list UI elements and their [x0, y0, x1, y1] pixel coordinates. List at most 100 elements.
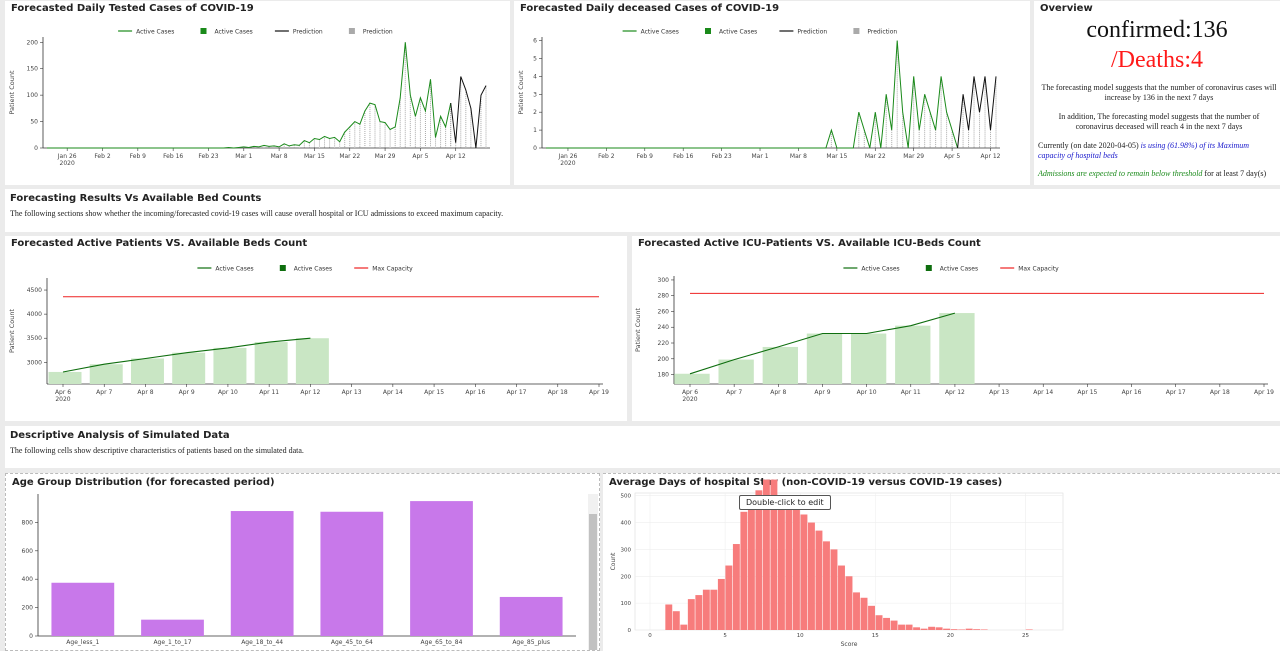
active-bar-0 — [48, 371, 82, 384]
active-bar-4 — [213, 347, 247, 384]
x-tick-label-9: Apr 15 — [1077, 389, 1097, 396]
x-tick-label-8: Apr 14 — [1033, 389, 1053, 396]
stay-chart[interactable]: 0 100 200 300 400 500 0 5 10 15 20 25 Score Count — [603, 474, 1280, 651]
histogram-bar-21 — [823, 541, 830, 630]
histogram-bar-41 — [973, 629, 981, 630]
y-tick-label-6: 300 — [658, 277, 670, 284]
icu-title: Forecasted Active ICU-Patients VS. Avail… — [638, 238, 981, 249]
x-tick-label-10: Apr 5 — [412, 153, 428, 160]
histogram-bar-25 — [853, 592, 860, 630]
legend-label-2: Prediction — [293, 29, 323, 36]
x-tick-label-0: Jan 26 — [57, 153, 77, 160]
x-tick-label-6: Mar 8 — [271, 153, 288, 160]
x-tick-label-2: Feb 9 — [637, 153, 654, 160]
legend-label-2: Max Capacity — [1018, 266, 1059, 273]
stay-panel: Average Days of hospital Stay (non-COVID… — [603, 473, 1280, 651]
x-tick-label-5: 25 — [1022, 633, 1029, 639]
legend-label-3: Prediction — [867, 29, 897, 36]
histogram-bar-38 — [950, 629, 958, 630]
y-tick-label-2: 4000 — [27, 311, 42, 318]
active-bar-4 — [850, 333, 887, 384]
histogram-bar-42 — [980, 629, 988, 630]
age-category-label-0: Age_less_1 — [66, 639, 99, 646]
y-axis-title: Patient Count — [634, 308, 642, 352]
x-tick-label-0: 0 — [648, 633, 652, 639]
age-bar-4 — [410, 501, 473, 636]
age-bar-2 — [230, 511, 294, 636]
x-tick-label-7: Mar 15 — [826, 153, 847, 160]
x-tick-label-12: Apr 18 — [548, 389, 568, 396]
y-axis-title: Patient Count — [8, 70, 16, 114]
legend-label-0: Active Cases — [861, 266, 899, 273]
y-tick-label-6: 6 — [533, 38, 537, 45]
legend-swatch-1 — [279, 265, 286, 271]
histogram-bar-48 — [1025, 629, 1033, 630]
histogram-bar-9 — [732, 544, 740, 630]
x-tick-label-1: Apr 7 — [726, 389, 742, 396]
stay-title: Average Days of hospital Stay (non-COVID… — [609, 477, 1003, 488]
legend-label-0: Active Cases — [215, 266, 253, 273]
histogram-bar-27 — [868, 605, 875, 630]
y-tick-label-1: 3500 — [27, 335, 42, 342]
y-tick-label-0: 0 — [29, 633, 33, 640]
active-bar-6 — [295, 338, 329, 384]
legend-label-2: Prediction — [797, 29, 827, 36]
age-scrollbar[interactable] — [588, 494, 598, 650]
x-tick-label-3: Apr 9 — [814, 389, 830, 396]
y-tick-label-0: 3000 — [27, 359, 42, 366]
y-tick-label-4: 800 — [22, 519, 34, 526]
y-tick-label-5: 5 — [533, 55, 537, 62]
age-scrollbar-thumb[interactable] — [589, 514, 597, 650]
y-tick-label-3: 300 — [621, 547, 632, 553]
legend-swatch-1 — [705, 28, 711, 34]
age-chart[interactable]: 0 200 400 600 800 Age_less_1 Age_1_to_17 Age_18… — [6, 474, 586, 651]
x-tick-label-10: Apr 16 — [465, 389, 485, 396]
legend-label-1: Active Cases — [719, 29, 757, 36]
legend-label-0: Active Cases — [136, 29, 174, 36]
y-tick-label-5: 280 — [658, 293, 670, 300]
beds-panel: Forecasted Active Patients VS. Available… — [5, 236, 627, 421]
legend-label-3: Prediction — [363, 29, 393, 36]
x-axis-title: Score — [841, 641, 858, 648]
y-tick-label-0: 0 — [34, 145, 38, 152]
prediction-line — [957, 76, 997, 149]
age-category-label-4: Age_65_to_84 — [421, 639, 463, 646]
forecast-results-panel: Forecasting Results Vs Available Bed Cou… — [5, 189, 1280, 232]
x-tick-label-0-year: 2020 — [560, 160, 575, 167]
histogram-bar-35 — [928, 626, 936, 630]
histogram-bar-8 — [725, 565, 733, 630]
age-category-label-5: Age_85_plus — [512, 639, 550, 646]
x-tick-label-6: Apr 12 — [300, 389, 320, 396]
y-tick-label-2: 400 — [22, 576, 34, 583]
histogram-bar-3 — [687, 599, 695, 630]
histogram-bar-17 — [792, 502, 800, 630]
forecast-results-title: Forecasting Results Vs Available Bed Cou… — [10, 193, 262, 204]
active-bar-2 — [762, 346, 798, 384]
x-tick-label-2: Apr 8 — [137, 389, 153, 396]
x-tick-label-6: Mar 8 — [790, 153, 807, 160]
active-bar-2 — [130, 358, 164, 384]
y-tick-label-0: 180 — [658, 372, 670, 379]
edit-tooltip: Double-click to edit — [739, 495, 831, 510]
y-tick-label-4: 400 — [621, 521, 632, 527]
x-tick-label-2: 10 — [797, 633, 804, 639]
histogram-bar-14 — [770, 479, 778, 630]
overview-para-deceased: In addition, The forecasting model sugge… — [1058, 112, 1260, 131]
histogram-bar-15 — [777, 495, 785, 630]
histogram-bar-0 — [665, 604, 673, 630]
x-tick-label-0: Apr 6 — [682, 389, 698, 396]
histogram-bar-1 — [672, 611, 680, 630]
x-tick-label-5: Mar 1 — [752, 153, 769, 160]
histogram-bar-31 — [898, 624, 906, 630]
active-bar-0 — [674, 373, 710, 384]
icu-chart[interactable]: 180 200 220 240 260 280 300 Patient Count Apr 62… — [632, 236, 1280, 421]
admissions-status: Admissions are expected to remain below … — [1038, 169, 1203, 178]
x-tick-label-12: Apr 18 — [1210, 389, 1230, 396]
histogram-bar-22 — [830, 549, 838, 630]
histogram-bar-5 — [702, 589, 710, 630]
histogram-bar-33 — [913, 627, 921, 630]
x-tick-label-0-year: 2020 — [60, 160, 75, 167]
